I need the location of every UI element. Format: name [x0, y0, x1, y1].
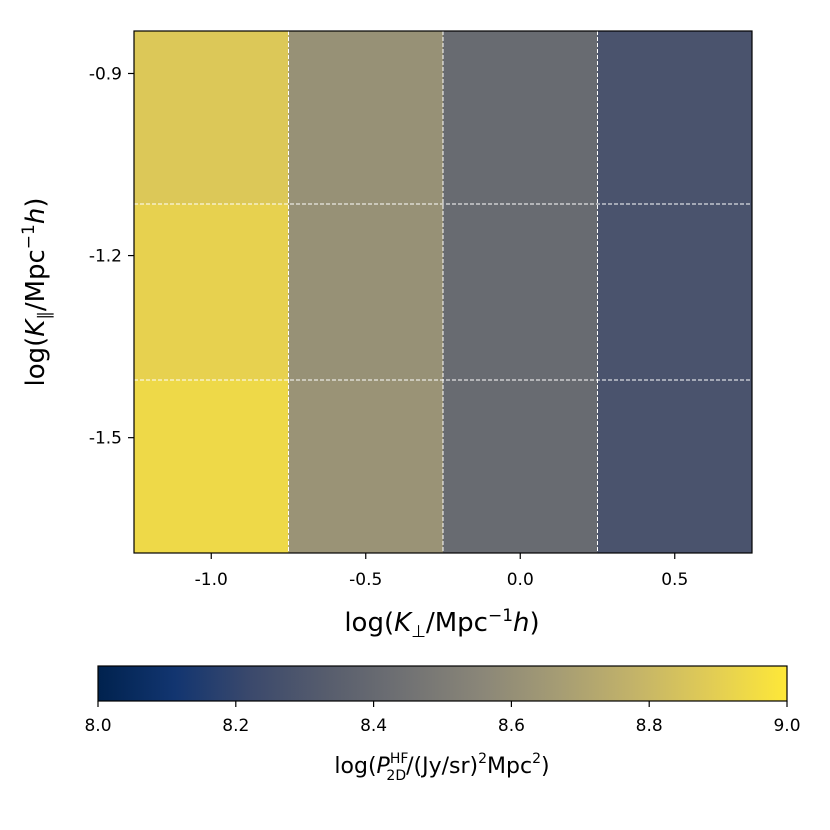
colorbar-tick-label: 8.2	[222, 716, 249, 736]
y-axis-label: log(K∥/Mpc−1h)	[19, 197, 55, 386]
colorbar	[97, 665, 788, 702]
heatmap-cell	[443, 380, 598, 553]
heatmap-cell	[134, 203, 289, 381]
heatmap-cell	[597, 31, 752, 204]
x-axis-label: log(K⊥/Mpc−1h)	[344, 606, 539, 642]
colorbar-ticks: 8.0 8.2 8.4 8.6 8.8 9.0	[84, 701, 801, 736]
heatmap-cell	[597, 203, 752, 381]
y-tick-label: -1.2	[89, 247, 122, 267]
heatmap-cell	[597, 380, 752, 553]
plot-frame	[133, 30, 753, 554]
colorbar-tick-label: 8.4	[360, 716, 387, 736]
colorbar-tick-label: 9.0	[773, 716, 800, 736]
heatmap-cell	[134, 31, 289, 204]
heatmap-cell	[443, 31, 598, 204]
heatmap-cells	[134, 31, 752, 553]
heatmap-cell	[134, 380, 289, 553]
x-tick-label: 0.5	[661, 570, 688, 590]
x-tick-label: -1.0	[195, 570, 228, 590]
heatmap-cell	[443, 203, 598, 381]
y-tick-label: -1.5	[89, 429, 122, 449]
y-axis-ticks: -0.9 -1.2 -1.5	[89, 64, 134, 449]
x-tick-label: -0.5	[349, 570, 382, 590]
x-axis-ticks: -1.0 -0.5 0.0 0.5	[195, 553, 688, 590]
colorbar-label: log(PHF 2D/(Jy/sr)2Mpc2)	[334, 751, 549, 784]
y-tick-label: -0.9	[89, 64, 122, 84]
colorbar-tick-label: 8.8	[636, 716, 663, 736]
grid-lines	[134, 31, 752, 553]
heatmap-cell	[288, 31, 443, 204]
x-tick-label: 0.0	[507, 570, 534, 590]
heatmap-cell	[288, 380, 443, 553]
colorbar-tick-label: 8.0	[84, 716, 111, 736]
colorbar-tick-label: 8.6	[498, 716, 525, 736]
heatmap-cell	[288, 203, 443, 381]
